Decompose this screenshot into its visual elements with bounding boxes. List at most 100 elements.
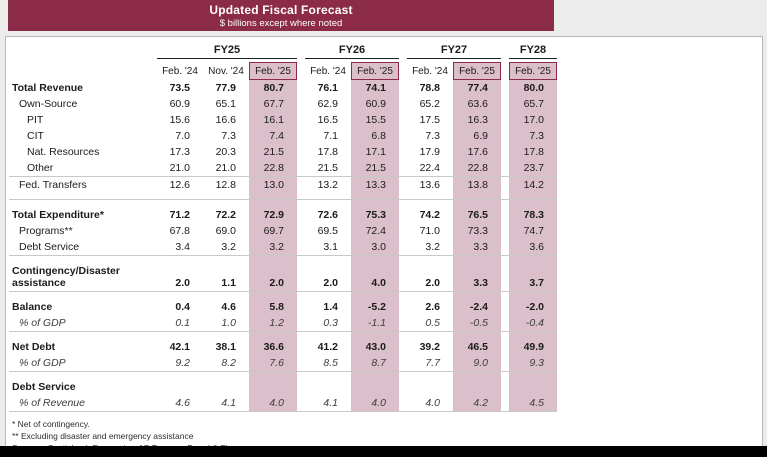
- value-cell: [453, 379, 501, 395]
- column-header-row: Feb. '24 Nov. '24 Feb. '25 Feb. '24 Feb. '25…: [9, 59, 557, 80]
- value-cell: -5.2: [351, 299, 399, 315]
- value-cell: 4.1: [203, 395, 249, 412]
- table-panel: FY25 FY26 FY27 FY28 Feb. '24 Nov. '24 Feb. '25…: [5, 36, 763, 448]
- value-cell: 60.9: [169, 98, 190, 110]
- table-row: % of GDP 0.1 1.0 1.2 0.3 -1.1 0.5 -0.5 -0.4: [9, 315, 557, 332]
- spacer-row: [9, 256, 557, 263]
- row-label: Total Revenue: [12, 82, 83, 94]
- value-cell: 73.5: [169, 82, 190, 94]
- column-gap: [501, 223, 509, 239]
- title-bar: Updated Fiscal Forecast $ billions excep…: [8, 0, 554, 31]
- value-cell: -2.0: [509, 299, 557, 315]
- value-cell: 7.3: [221, 130, 236, 142]
- value-cell: 39.2: [419, 341, 440, 353]
- value-cell: 0.4: [175, 301, 190, 313]
- value-cell: 17.9: [419, 146, 440, 158]
- value-cell: 21.5: [351, 160, 399, 177]
- value-cell: 2.0: [407, 263, 453, 292]
- value-cell: 41.2: [317, 341, 338, 353]
- value-cell: 21.0: [157, 160, 203, 177]
- row-label: Total Expenditure*: [12, 209, 104, 221]
- table-row: Total Expenditure* 71.2 72.2 72.9 72.6 75.3 74…: [9, 207, 557, 223]
- value-cell: 9.3: [509, 355, 557, 372]
- table-row: Fed. Transfers 12.6 12.8 13.0 13.2 13.3 13.6 13…: [9, 177, 557, 193]
- column-gap: [399, 128, 407, 144]
- table-row: Balance 0.4 4.6 5.8 1.4 -5.2 2.6 -2.4 -2.0: [9, 299, 557, 315]
- value-cell: 4.6: [157, 395, 203, 412]
- column-gap: [399, 144, 407, 160]
- column-gap: [501, 80, 509, 96]
- value-cell: [407, 379, 453, 395]
- table-row: Total Revenue 73.5 77.9 80.7 76.1 74.1 78.8 77.…: [9, 80, 557, 96]
- value-cell: 3.1: [305, 239, 351, 256]
- column-gap: [501, 379, 509, 395]
- fy-group-label: FY25: [157, 42, 297, 59]
- column-gap: [297, 339, 305, 355]
- row-label: Balance: [12, 301, 53, 313]
- value-cell: [509, 379, 557, 395]
- value-cell: 65.2: [419, 98, 440, 110]
- column-gap: [501, 128, 509, 144]
- column-gap: [297, 355, 305, 372]
- table-row: Programs** 67.8 69.0 69.7 69.5 72.4 71.0 73.3 74…: [9, 223, 557, 239]
- value-cell: 65.7: [509, 96, 557, 112]
- value-cell: 13.0: [249, 177, 297, 193]
- value-cell: 9.0: [453, 355, 501, 372]
- fy-group-label: FY28: [509, 42, 557, 59]
- value-cell: 13.8: [453, 177, 501, 193]
- table-row: Own-Source 60.9 65.1 67.7 62.9 60.9 65.2 63.6 65…: [9, 96, 557, 112]
- spacer-row: [9, 372, 557, 379]
- value-cell: 4.0: [249, 395, 297, 412]
- column-gap: [399, 177, 407, 193]
- value-cell: 21.5: [305, 160, 351, 177]
- page-subtitle: $ billions except where noted: [219, 18, 343, 29]
- value-cell: 3.2: [249, 239, 297, 256]
- value-cell: 3.3: [453, 239, 501, 256]
- column-header: Nov. '24: [208, 66, 244, 77]
- column-gap: [297, 263, 305, 292]
- value-cell: 2.0: [249, 263, 297, 292]
- value-cell: 75.3: [351, 207, 399, 223]
- value-cell: 71.0: [419, 225, 440, 237]
- value-cell: 76.5: [453, 207, 501, 223]
- value-cell: 3.2: [203, 239, 249, 256]
- column-gap: [297, 379, 305, 395]
- fiscal-table: FY25 FY26 FY27 FY28 Feb. '24 Nov. '24 Feb. '25…: [9, 42, 557, 412]
- column-gap: [297, 160, 305, 177]
- column-gap: [297, 395, 305, 412]
- value-cell: 15.5: [351, 112, 399, 128]
- column-header: Feb. '25: [509, 59, 557, 80]
- fy-group-label: FY27: [407, 42, 501, 59]
- column-gap: [501, 315, 509, 332]
- value-cell: 7.1: [323, 130, 338, 142]
- value-cell: 13.3: [351, 177, 399, 193]
- column-gap: [399, 379, 407, 395]
- column-gap: [399, 160, 407, 177]
- column-gap: [399, 395, 407, 412]
- value-cell: 5.8: [249, 299, 297, 315]
- value-cell: 60.9: [351, 96, 399, 112]
- column-gap: [399, 207, 407, 223]
- fy-group-row: FY25 FY26 FY27 FY28: [9, 42, 557, 59]
- value-cell: 6.9: [453, 128, 501, 144]
- value-cell: 17.6: [453, 144, 501, 160]
- value-cell: 7.7: [407, 355, 453, 372]
- column-gap: [399, 80, 407, 96]
- value-cell: -0.4: [509, 315, 557, 332]
- column-gap: [399, 299, 407, 315]
- row-label: Debt Service: [9, 239, 157, 256]
- value-cell: 17.5: [419, 114, 440, 126]
- column-header: Feb. '24: [162, 66, 198, 77]
- column-gap: [501, 144, 509, 160]
- column-gap: [501, 395, 509, 412]
- column-header: Feb. '24: [310, 66, 346, 77]
- value-cell: 7.3: [509, 128, 557, 144]
- spacer-row: [9, 200, 557, 207]
- footnote-excluding-disaster: ** Excluding disaster and emergency assi…: [12, 431, 194, 441]
- value-cell: 38.1: [215, 341, 236, 353]
- value-cell: [249, 379, 297, 395]
- column-gap: [297, 177, 305, 193]
- value-cell: 3.2: [407, 239, 453, 256]
- column-gap: [399, 112, 407, 128]
- value-cell: 13.6: [419, 179, 440, 191]
